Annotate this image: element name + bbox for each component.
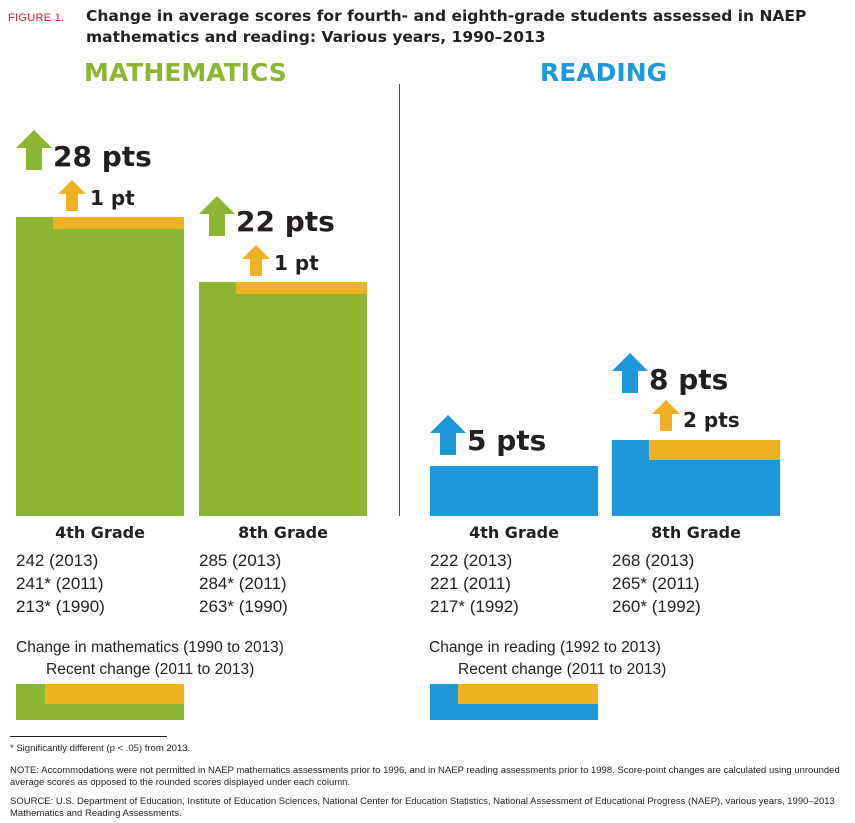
source-footnote: SOURCE: U.S. Department of Education, In… [10,796,835,819]
math-4th-change-label: 28 pts [53,140,152,173]
reading-8th-change-label: 8 pts [649,363,729,396]
score-line: 263* (1990) [199,597,288,616]
math-panel-title: MATHEMATICS [84,58,287,87]
reading-4th-change-label: 5 pts [467,424,547,457]
footnote-rule [10,736,167,737]
reading-8th-recent-label: 2 pts [683,408,740,432]
reading-4th-grade-label: 4th Grade [469,523,559,542]
score-line: 260* (1992) [612,597,701,616]
score-line: 285 (2013) [199,551,282,570]
math-8th-scores: 285 (2013) 284* (2011) 263* (1990) [199,549,288,618]
math-4th-grade-label: 4th Grade [55,523,145,542]
score-line: 268 (2013) [612,551,695,570]
figure-title: Change in average scores for fourth- and… [86,7,807,46]
significance-footnote: * Significantly different (p < .05) from… [10,743,191,754]
score-line: 221 (2011) [430,574,511,593]
score-line: 241* (2011) [16,574,104,593]
reading-legend-main: Change in reading (1992 to 2013) [429,639,661,656]
reading-legend-recent: Recent change (2011 to 2013) [458,661,667,678]
reading-8th-change-arrow-icon [612,353,648,393]
math-8th-change-label: 22 pts [236,205,335,238]
math-4th-recent-label: 1 pt [90,186,135,210]
math-8th-recent-arrow-icon [242,245,270,276]
reading-4th-change-bar [430,466,598,516]
reading-legend-recent-swatch [458,684,598,704]
math-8th-change-bar [199,282,367,516]
reading-panel-title: READING [540,58,668,87]
math-4th-recent-bar [53,217,184,229]
reading-4th-change-arrow-icon [430,415,466,455]
note-footnote: NOTE: Accommodations were not permitted … [10,765,840,788]
score-line: 242 (2013) [16,551,99,570]
math-8th-grade-label: 8th Grade [238,523,328,542]
math-legend-recent-swatch [45,684,184,704]
figure-label: FIGURE 1. [8,12,65,24]
math-legend-recent: Recent change (2011 to 2013) [46,661,255,678]
math-8th-recent-label: 1 pt [274,251,319,275]
score-line: 265* (2011) [612,574,700,593]
math-4th-scores: 242 (2013) 241* (2011) 213* (1990) [16,549,105,618]
score-line: 222 (2013) [430,551,513,570]
math-8th-change-arrow-icon [199,196,235,236]
score-line: 217* (1992) [430,597,519,616]
score-line: 284* (2011) [199,574,287,593]
reading-8th-recent-bar [649,440,780,460]
score-line: 213* (1990) [16,597,105,616]
math-legend-main: Change in mathematics (1990 to 2013) [16,639,284,656]
math-4th-change-bar [16,217,184,516]
reading-8th-scores: 268 (2013) 265* (2011) 260* (1992) [612,549,701,618]
panel-divider [399,84,400,516]
math-8th-recent-bar [236,282,367,294]
math-4th-change-arrow-icon [16,130,52,170]
reading-8th-recent-arrow-icon [652,400,680,431]
reading-4th-scores: 222 (2013) 221 (2011) 217* (1992) [430,549,519,618]
reading-8th-grade-label: 8th Grade [651,523,741,542]
math-4th-recent-arrow-icon [58,180,86,211]
